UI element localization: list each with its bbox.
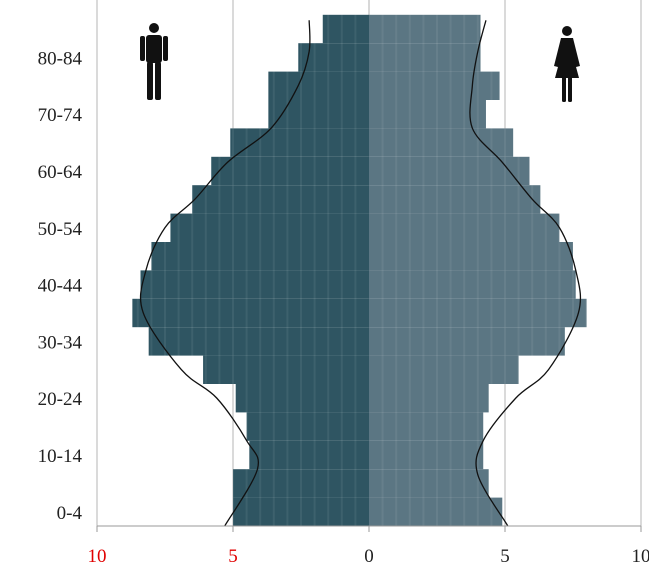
bar-female-60-64 [369, 156, 530, 186]
y-tick-label: 40-44 [38, 276, 83, 297]
axes [96, 525, 642, 532]
male-icon [140, 23, 168, 100]
curve-male [139, 20, 311, 527]
bar-male-45-49 [151, 242, 369, 271]
bar-female-5-9 [369, 469, 489, 498]
curve-female [469, 20, 582, 527]
bar-male-35-39 [132, 298, 369, 328]
x-tick-label: 0 [364, 546, 374, 567]
bar-female-45-49 [369, 242, 573, 271]
bar-female-65-69 [369, 128, 514, 157]
female-icon [554, 26, 580, 102]
y-tick-labels: 80-84 70-74 60-64 50-54 40-44 30-34 20-24 10-14… [38, 48, 83, 523]
bar-male-25-29 [203, 355, 369, 384]
y-tick-label: 0-4 [57, 503, 83, 524]
bar-male-20-24 [235, 384, 369, 413]
bar-male-80-84 [298, 43, 369, 72]
bar-female-75-79 [369, 71, 500, 100]
bar-male-70-74 [268, 100, 369, 129]
bar-male-40-44 [140, 270, 369, 299]
y-tick-label: 20-24 [38, 389, 83, 410]
y-tick-label: 10-14 [38, 446, 83, 467]
bar-female-35-39 [369, 298, 587, 328]
bar-male-85+ [322, 14, 369, 44]
bar-female-0-4 [369, 497, 503, 526]
bar-female-50-54 [369, 213, 560, 242]
y-tick-label: 80-84 [38, 48, 83, 69]
bar-female-30-34 [369, 327, 565, 356]
y-tick-label: 30-34 [38, 332, 83, 353]
x-tick-label: 10 [632, 546, 649, 567]
bar-female-85+ [369, 14, 481, 44]
x-tick-label: 10 [88, 546, 107, 567]
curves [139, 20, 582, 527]
bar-male-15-19 [246, 412, 369, 441]
x-tick-labels: 10 5 0 5 10 [88, 546, 649, 567]
bar-male-50-54 [170, 213, 369, 242]
bar-male-0-4 [233, 497, 369, 526]
bar-male-75-79 [268, 71, 369, 100]
bar-female-15-19 [369, 412, 484, 441]
y-tick-label: 70-74 [38, 105, 83, 126]
bar-male-55-59 [192, 185, 369, 214]
bar-female-25-29 [369, 355, 519, 384]
bar-female-80-84 [369, 43, 481, 72]
bar-male-65-69 [230, 128, 369, 157]
y-tick-label: 60-64 [38, 162, 83, 183]
bar-female-20-24 [369, 384, 489, 413]
bar-female-10-14 [369, 440, 484, 470]
x-tick-label: 5 [500, 546, 510, 567]
bars [96, 0, 642, 526]
y-tick-label: 50-54 [38, 219, 83, 240]
bar-female-55-59 [369, 185, 541, 214]
bar-female-70-74 [369, 100, 486, 129]
bar-female-40-44 [369, 270, 576, 299]
x-tick-label: 5 [228, 546, 238, 567]
bar-male-10-14 [249, 440, 369, 470]
bar-male-60-64 [211, 156, 369, 186]
bar-male-30-34 [148, 327, 369, 356]
